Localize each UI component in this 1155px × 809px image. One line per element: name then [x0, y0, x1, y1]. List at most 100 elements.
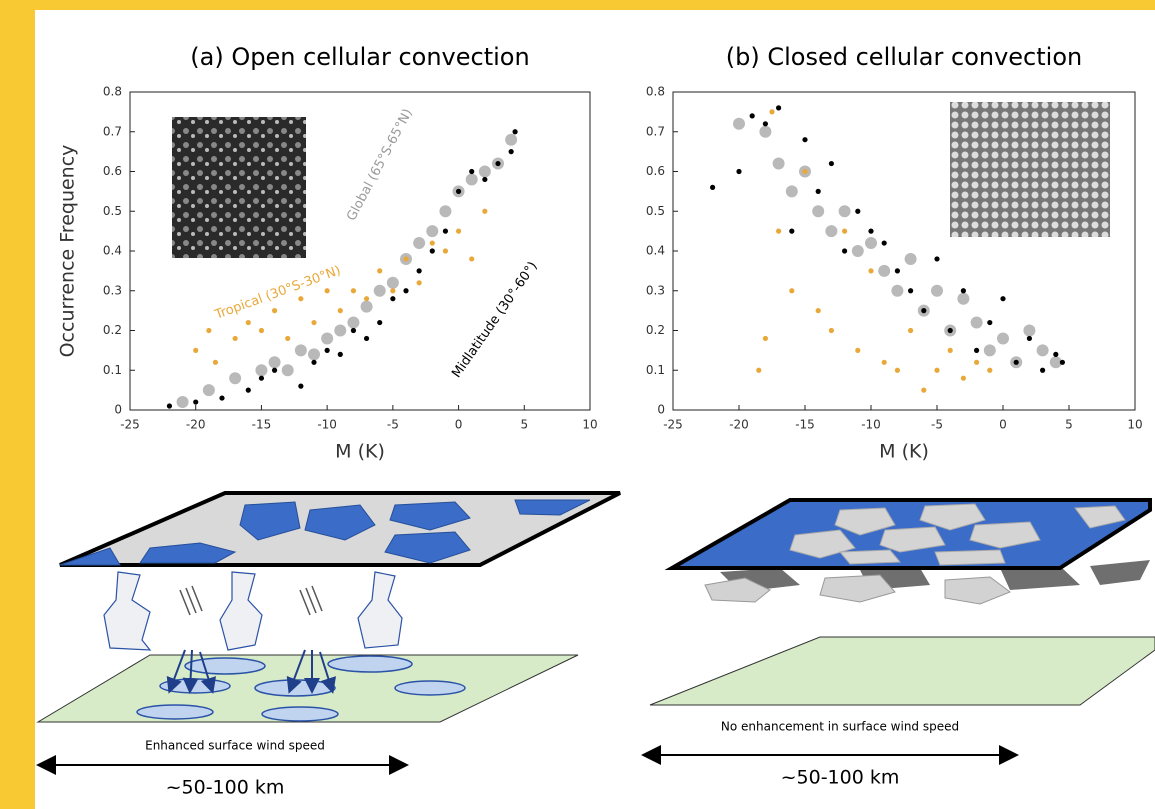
- scatter-point: [921, 308, 926, 313]
- scatter-point: [948, 348, 953, 353]
- diagram-caption: No enhancement in surface wind speed: [721, 720, 959, 734]
- scatter-point: [789, 288, 794, 293]
- y-tick-label: 0.5: [646, 204, 665, 218]
- scatter-point: [219, 395, 224, 400]
- scatter-point: [852, 245, 864, 257]
- scatter-point: [786, 185, 798, 197]
- y-tick-label: 0.1: [103, 363, 122, 377]
- scatter-point: [298, 296, 303, 301]
- scatter-point: [456, 189, 461, 194]
- scatter-point: [984, 344, 996, 356]
- scatter-point: [802, 137, 807, 142]
- scatter-point: [439, 205, 451, 217]
- satellite-inset: [950, 102, 1110, 237]
- y-tick-label: 0.6: [646, 164, 665, 178]
- scatter-point: [272, 368, 277, 373]
- scatter-point: [908, 288, 913, 293]
- scatter-point: [882, 240, 887, 245]
- scatter-point: [246, 388, 251, 393]
- scatter-point: [733, 118, 745, 130]
- y-tick-label: 0.2: [103, 323, 122, 337]
- scatter-point: [512, 129, 517, 134]
- scatter-point: [895, 268, 900, 273]
- x-tick-label: -15: [795, 418, 815, 432]
- y-axis-label: Occurrence Frequency: [57, 145, 79, 358]
- scatter-point: [987, 368, 992, 373]
- scatter-point: [311, 320, 316, 325]
- scatter-point: [1027, 336, 1032, 341]
- scatter-point: [282, 364, 294, 376]
- y-tick-label: 0.7: [646, 124, 665, 138]
- scatter-point: [285, 336, 290, 341]
- scatter-point: [763, 336, 768, 341]
- scatter-point: [878, 265, 890, 277]
- scatter-point: [812, 205, 824, 217]
- scatter-point: [364, 296, 369, 301]
- x-tick-label: 5: [1065, 418, 1073, 432]
- scatter-point: [816, 189, 821, 194]
- x-tick-label: -25: [120, 418, 140, 432]
- scatter-point: [895, 368, 900, 373]
- scatter-point: [377, 268, 382, 273]
- scatter-point: [789, 229, 794, 234]
- scatter-point: [855, 209, 860, 214]
- scatter-point: [974, 348, 979, 353]
- scatter-point: [338, 308, 343, 313]
- scatter-point: [509, 149, 514, 154]
- y-tick-label: 0.3: [103, 283, 122, 297]
- scatter-point: [479, 166, 491, 178]
- scatter-point: [891, 285, 903, 297]
- scatter-point: [855, 348, 860, 353]
- scatter-point: [426, 225, 438, 237]
- x-tick-label: -5: [387, 418, 399, 432]
- x-tick-label: 5: [520, 418, 528, 432]
- x-axis-label: M (K): [879, 441, 929, 463]
- scatter-point: [193, 348, 198, 353]
- y-tick-label: 0.4: [103, 244, 122, 258]
- scatter-point: [321, 332, 333, 344]
- y-tick-label: 0: [114, 403, 122, 417]
- scatter-point: [456, 229, 461, 234]
- scatter-point: [829, 328, 834, 333]
- scatter-point: [776, 229, 781, 234]
- scatter-point: [259, 376, 264, 381]
- y-tick-label: 0.1: [646, 363, 665, 377]
- x-axis-label: M (K): [335, 441, 385, 463]
- figure: -25-20-15-10-5051000.10.20.30.40.50.60.7…: [0, 0, 1155, 809]
- scatter-point: [934, 368, 939, 373]
- scatter-point: [469, 256, 474, 261]
- scatter-point: [825, 225, 837, 237]
- scatter-point: [295, 344, 307, 356]
- x-tick-label: 0: [455, 418, 463, 432]
- scatter-point: [750, 113, 755, 118]
- scatter-point: [469, 169, 474, 174]
- scatter-point: [931, 285, 943, 297]
- scatter-point: [325, 348, 330, 353]
- scatter-point: [377, 320, 382, 325]
- scatter-point: [736, 169, 741, 174]
- scatter-point: [430, 240, 435, 245]
- scatter-point: [934, 256, 939, 261]
- x-tick-label: 10: [582, 418, 597, 432]
- scatter-point: [246, 320, 251, 325]
- scatter-point: [206, 328, 211, 333]
- scatter-point: [505, 134, 517, 146]
- scatter-point: [177, 396, 189, 408]
- scatter-point: [193, 399, 198, 404]
- scatter-point: [334, 325, 346, 337]
- scatter-point: [1014, 360, 1019, 365]
- x-tick-label: -20: [186, 418, 206, 432]
- x-tick-label: 10: [1127, 418, 1142, 432]
- scatter-point: [403, 288, 408, 293]
- scatter-point: [802, 169, 807, 174]
- scatter-point: [413, 237, 425, 249]
- scatter-point: [769, 109, 774, 114]
- scatter-point: [374, 285, 386, 297]
- scatter-point: [842, 248, 847, 253]
- scatter-point: [495, 161, 500, 166]
- scatter-point: [338, 352, 343, 357]
- scatter-point: [776, 105, 781, 110]
- scatter-point: [229, 372, 241, 384]
- scatter-point: [482, 177, 487, 182]
- scatter-point: [213, 360, 218, 365]
